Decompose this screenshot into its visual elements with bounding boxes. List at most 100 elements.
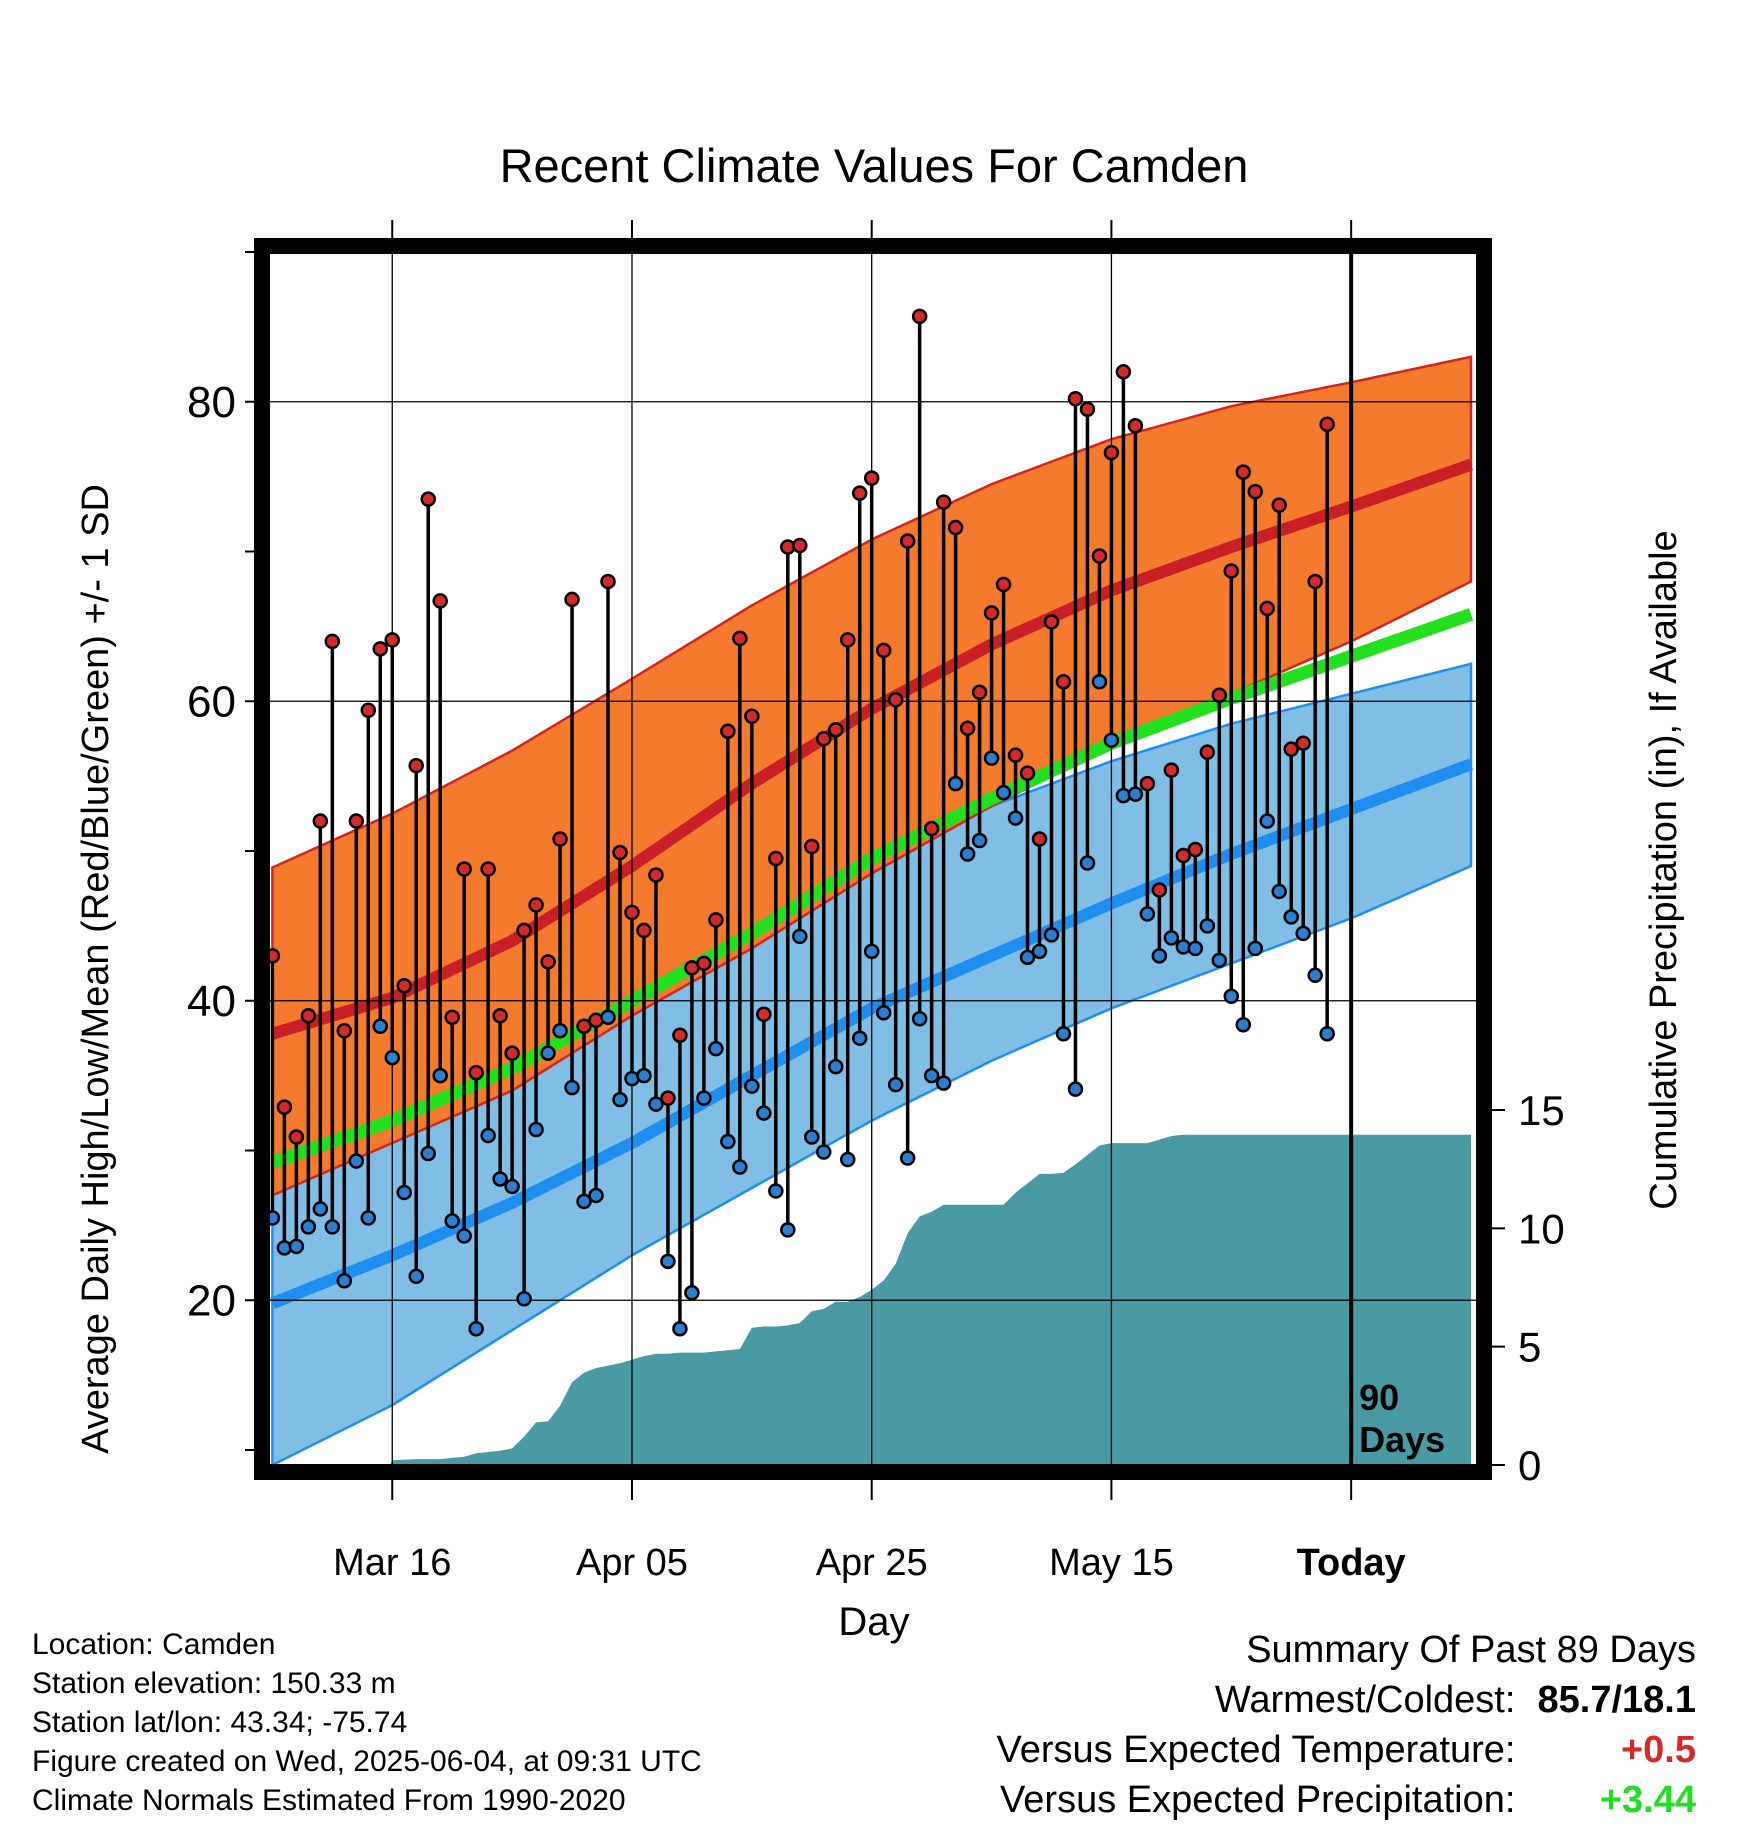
high-point: [1319, 416, 1335, 432]
high-point: [863, 470, 880, 486]
high-point: [348, 813, 365, 829]
high-point: [1091, 548, 1108, 564]
y-axis-label: Average Daily High/Low/Mean (Red/Blue/Gr…: [75, 484, 117, 1454]
high-point: [1283, 741, 1299, 757]
low-point: [588, 1187, 604, 1204]
low-point: [1019, 949, 1036, 966]
high-point: [851, 485, 868, 501]
daily-points: [270, 308, 1335, 1337]
today-days-label: 90: [1359, 1377, 1399, 1418]
low-point: [1151, 948, 1168, 964]
x-tick-label: Apr 25: [816, 1542, 928, 1584]
low-point: [816, 1144, 832, 1160]
high-point: [995, 576, 1012, 593]
x-axis-label: Day: [838, 1600, 909, 1644]
high-point: [1199, 744, 1216, 760]
high-point: [624, 904, 640, 921]
high-point: [636, 922, 652, 939]
low-point: [300, 1219, 317, 1235]
high-point: [612, 844, 628, 861]
low-point: [324, 1219, 341, 1235]
low-point: [875, 1004, 892, 1021]
high-point: [804, 838, 820, 855]
low-point: [516, 1291, 532, 1307]
high-point: [1223, 563, 1240, 579]
high-point: [480, 861, 496, 877]
high-point: [816, 730, 832, 747]
summary-temp-row: Versus Expected Temperature: +0.5: [997, 1725, 1696, 1775]
x-axis: Mar 16 Apr 05 Apr 25 May 15 Today: [333, 220, 1406, 1584]
high-point: [660, 1090, 676, 1106]
low-point: [947, 775, 964, 792]
low-point: [1043, 927, 1060, 943]
high-point: [947, 519, 964, 536]
low-point: [504, 1178, 520, 1195]
high-point: [516, 922, 532, 939]
high-point: [827, 721, 844, 738]
high-point: [396, 978, 412, 994]
high-point: [600, 573, 616, 590]
high-point: [1211, 687, 1228, 704]
high-point: [935, 494, 952, 510]
high-point: [312, 813, 329, 829]
y-tick-label: 80: [187, 378, 236, 427]
precip-label: Versus Expected Precipitation:: [1000, 1779, 1516, 1821]
low-point: [1007, 810, 1024, 826]
low-point: [1163, 930, 1180, 946]
low-point: [1247, 940, 1264, 957]
high-point: [923, 820, 940, 837]
high-point: [899, 533, 916, 549]
high-point: [756, 1006, 772, 1022]
high-point: [300, 1007, 317, 1024]
low-point: [923, 1067, 940, 1084]
high-point: [708, 912, 724, 928]
high-point: [444, 1009, 460, 1025]
y-tick-label: 60: [187, 677, 236, 726]
y2-tick-label: 10: [1518, 1205, 1565, 1252]
y-tick-label: 20: [187, 1276, 236, 1325]
high-point: [792, 537, 808, 554]
summary-heading: Summary Of Past 89 Days: [1246, 1629, 1696, 1671]
y-axis: 20 40 60 80: [187, 251, 262, 1452]
low-point: [732, 1159, 748, 1175]
high-point: [432, 593, 448, 609]
high-point: [875, 642, 892, 659]
low-point: [851, 1030, 868, 1046]
low-point: [600, 1009, 616, 1025]
y2-tick-label: 0: [1518, 1442, 1541, 1489]
high-point: [384, 632, 401, 648]
low-point: [887, 1076, 904, 1093]
elevation-text: Station elevation: 150.33 m: [32, 1667, 396, 1700]
high-point: [911, 308, 928, 325]
high-point: [1187, 841, 1204, 858]
low-point: [528, 1121, 544, 1138]
low-point: [1271, 883, 1287, 900]
low-point: [648, 1096, 664, 1112]
high-point: [336, 1022, 353, 1039]
high-point: [408, 757, 424, 774]
high-point: [1007, 747, 1024, 763]
high-point: [564, 591, 580, 608]
x-tick-label: Today: [1297, 1542, 1406, 1584]
high-point: [468, 1064, 484, 1081]
low-point: [720, 1133, 736, 1150]
y2-axis-label: Cumulative Precipitation (in), If Availa…: [1643, 530, 1685, 1209]
high-point: [1175, 847, 1192, 864]
high-point: [288, 1129, 305, 1145]
high-point: [1235, 464, 1252, 480]
low-point: [1067, 1081, 1084, 1097]
high-point: [270, 948, 281, 964]
high-point: [528, 897, 544, 913]
high-point: [1295, 735, 1311, 751]
low-point: [1127, 786, 1144, 802]
low-point: [684, 1285, 700, 1301]
high-point: [1043, 614, 1060, 630]
low-point: [288, 1238, 305, 1255]
location-text: Location: Camden: [32, 1628, 276, 1661]
low-point: [492, 1171, 508, 1187]
x-tick-label: May 15: [1049, 1542, 1174, 1584]
high-point: [971, 684, 988, 701]
high-point: [1115, 364, 1132, 380]
